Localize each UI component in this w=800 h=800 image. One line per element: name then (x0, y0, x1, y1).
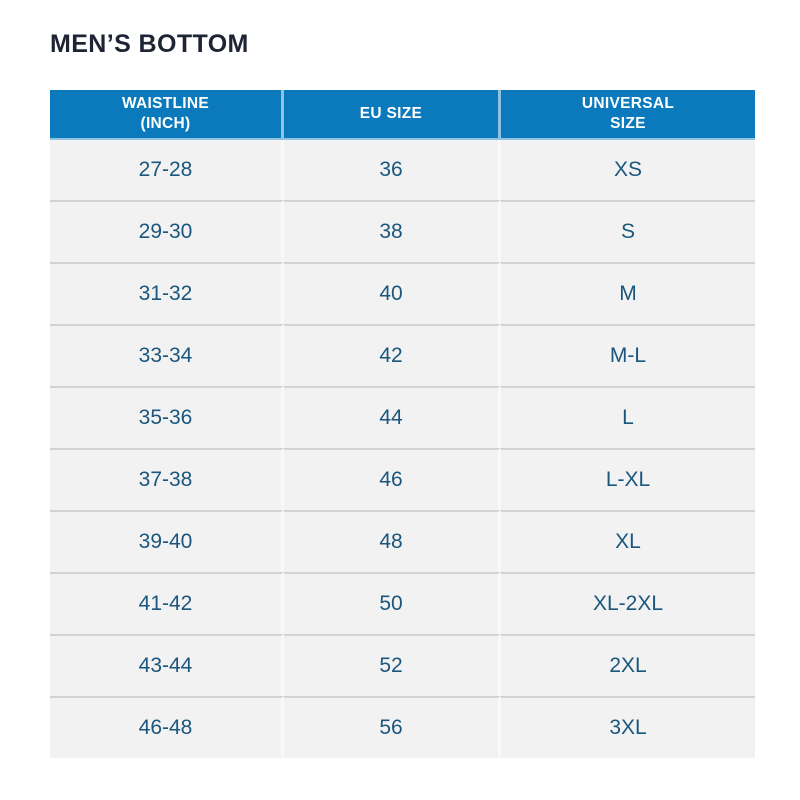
cell-universal-size: S (501, 200, 755, 263)
cell-waistline: 27-28 (50, 140, 284, 201)
cell-eu-size: 48 (284, 510, 501, 573)
cell-eu-size: 52 (284, 634, 501, 697)
table-row: 27-28 36 XS (50, 140, 755, 201)
cell-waistline: 37-38 (50, 448, 284, 511)
cell-waistline: 29-30 (50, 200, 284, 263)
column-header-waistline: WAISTLINE (INCH) (50, 90, 284, 141)
cell-universal-size: M (501, 262, 755, 325)
cell-eu-size: 40 (284, 262, 501, 325)
cell-universal-size: L-XL (501, 448, 755, 511)
cell-eu-size: 42 (284, 324, 501, 387)
cell-eu-size: 50 (284, 572, 501, 635)
cell-waistline: 33-34 (50, 324, 284, 387)
column-header-line: UNIVERSAL (581, 95, 675, 113)
size-table-body: 27-28 36 XS 29-30 38 S 31-32 40 M 33-34 … (50, 140, 755, 759)
cell-eu-size: 36 (284, 140, 501, 201)
page-title: MEN’S BOTTOM (50, 30, 249, 58)
cell-waistline: 35-36 (50, 386, 284, 449)
cell-waistline: 43-44 (50, 634, 284, 697)
cell-waistline: 46-48 (50, 696, 284, 759)
cell-universal-size: XL-2XL (501, 572, 755, 635)
table-row: 33-34 42 M-L (50, 324, 755, 387)
table-row: 31-32 40 M (50, 262, 755, 325)
column-header-eu-size: EU SIZE (284, 90, 501, 141)
table-header-row: WAISTLINE (INCH) EU SIZE UNIVERSAL SIZE (50, 90, 755, 141)
table-row: 43-44 52 2XL (50, 634, 755, 697)
table-row: 37-38 46 L-XL (50, 448, 755, 511)
cell-universal-size: M-L (501, 324, 755, 387)
cell-waistline: 41-42 (50, 572, 284, 635)
cell-eu-size: 56 (284, 696, 501, 759)
cell-universal-size: 3XL (501, 696, 755, 759)
cell-waistline: 31-32 (50, 262, 284, 325)
cell-eu-size: 46 (284, 448, 501, 511)
cell-eu-size: 38 (284, 200, 501, 263)
table-row: 39-40 48 XL (50, 510, 755, 573)
cell-universal-size: 2XL (501, 634, 755, 697)
column-header-line: EU SIZE (359, 105, 423, 123)
table-row: 46-48 56 3XL (50, 696, 755, 759)
cell-waistline: 39-40 (50, 510, 284, 573)
cell-universal-size: L (501, 386, 755, 449)
column-header-universal-size: UNIVERSAL SIZE (501, 90, 755, 141)
size-table: WAISTLINE (INCH) EU SIZE UNIVERSAL SIZE … (50, 90, 755, 759)
column-header-line: (INCH) (140, 115, 191, 133)
cell-universal-size: XL (501, 510, 755, 573)
cell-eu-size: 44 (284, 386, 501, 449)
table-row: 35-36 44 L (50, 386, 755, 449)
table-row: 29-30 38 S (50, 200, 755, 263)
cell-universal-size: XS (501, 140, 755, 201)
column-header-line: SIZE (610, 115, 646, 133)
table-row: 41-42 50 XL-2XL (50, 572, 755, 635)
column-header-line: WAISTLINE (121, 95, 210, 113)
